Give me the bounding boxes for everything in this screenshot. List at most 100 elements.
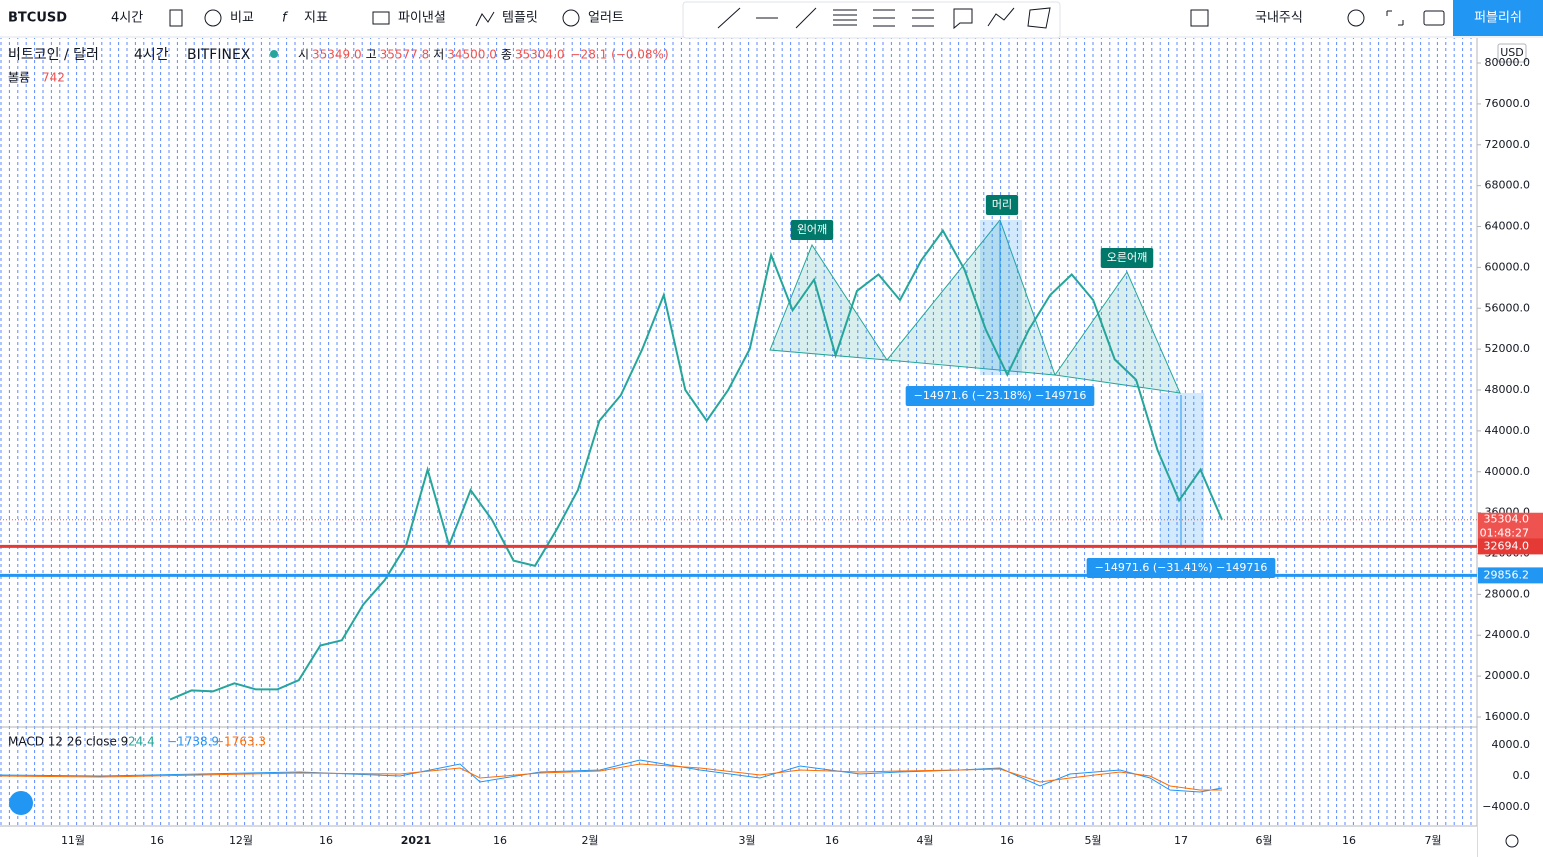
y-tick-label: 40000.0 — [1485, 465, 1531, 478]
y-tick-label: 72000.0 — [1485, 138, 1531, 151]
legend-interval: 4시간 — [134, 47, 169, 63]
change: −28.1 (−0.08%) — [571, 48, 669, 62]
pattern-drawing — [769, 218, 1204, 546]
financials-button[interactable]: 파이낸셜 — [398, 11, 446, 26]
x-tick-label: 16 — [319, 834, 333, 847]
macd-tick: −4000.0 — [1482, 800, 1530, 813]
measure-label-box — [1086, 558, 1276, 578]
y-tick-label: 80000.0 — [1485, 56, 1531, 69]
y-tick-label: 44000.0 — [1485, 424, 1531, 437]
market-button[interactable]: 국내주식 — [1255, 11, 1303, 26]
measure-label: −14971.6 (−31.41%) −149716 — [1095, 561, 1268, 574]
shape-tool[interactable] — [1027, 7, 1051, 29]
y-tick-label: 68000.0 — [1485, 179, 1531, 192]
x-tick-label: 4월 — [916, 834, 933, 847]
y-tick-label: 64000.0 — [1485, 220, 1531, 233]
macd-hist: 24.4 — [128, 735, 155, 749]
left-shoulder — [769, 243, 888, 361]
x-tick-label: 12월 — [229, 834, 253, 847]
measure-area — [1160, 393, 1204, 546]
templates-button[interactable]: 템플릿 — [502, 11, 538, 26]
macd-label: MACD 12 26 close 9 — [8, 735, 128, 749]
logo[interactable] — [9, 791, 33, 815]
x-tick-label: 3월 — [738, 834, 755, 847]
ohlc-label: 저 — [433, 48, 444, 62]
x-tick-label: 11월 — [61, 834, 85, 847]
interval-button[interactable]: 4시간 — [111, 11, 143, 26]
fib-tool[interactable] — [833, 9, 857, 26]
publish-button[interactable] — [1453, 0, 1543, 36]
y-tick-label: 16000.0 — [1485, 710, 1531, 723]
status-dot — [270, 50, 278, 58]
snapshot-icon[interactable] — [1423, 10, 1445, 26]
y-tick-label: 24000.0 — [1485, 628, 1531, 641]
x-tick-label: 16 — [493, 834, 507, 847]
pitchfork-tool[interactable] — [912, 9, 934, 27]
y-tick-label: 56000.0 — [1485, 301, 1531, 314]
currency: USD — [1500, 46, 1524, 59]
fullscreen-icon[interactable] — [1386, 10, 1404, 26]
level-label: 32694.0 — [1484, 539, 1530, 552]
x-tick-label: 6월 — [1255, 834, 1272, 847]
measure-label-box — [905, 386, 1095, 406]
templates-icon[interactable] — [475, 11, 495, 27]
volume-label: 볼륨 — [8, 71, 30, 85]
pattern-label-box — [790, 220, 834, 240]
pattern-label: 왼어깨 — [797, 222, 827, 236]
macd-tick: 4000.0 — [1492, 738, 1531, 751]
trendline-tool[interactable] — [717, 7, 741, 29]
drawing-toolbar — [682, 1, 1061, 39]
x-tick-label: 16 — [825, 834, 839, 847]
ohlc-label: 종 — [501, 48, 512, 62]
legend-exchange: BITFINEX — [187, 47, 251, 63]
alert-button[interactable]: 얼러트 — [588, 11, 624, 26]
macd-tick: 0.0 — [1513, 769, 1531, 782]
level-badge — [1478, 538, 1543, 555]
pattern-label-box — [985, 195, 1019, 215]
compare-icon[interactable] — [204, 9, 222, 27]
publish-label[interactable]: 퍼블리쉬 — [1474, 11, 1522, 26]
financials-icon[interactable] — [372, 11, 390, 25]
x-tick-label: 16 — [1342, 834, 1356, 847]
level-label: 29856.2 — [1484, 568, 1530, 581]
pattern-label: 머리 — [992, 198, 1012, 211]
compare-button[interactable]: 비교 — [230, 11, 254, 26]
ohlc-label: 고 — [366, 48, 377, 62]
axis-settings[interactable] — [1505, 834, 1519, 848]
time-axis — [0, 826, 1477, 857]
ohlc-value: 35304.0 — [515, 48, 565, 62]
currency-badge[interactable] — [1497, 43, 1527, 63]
symbol[interactable]: BTCUSD — [8, 11, 67, 26]
legend-title: 비트코인 / 달러 — [8, 47, 99, 63]
y-tick-label: 28000.0 — [1485, 587, 1531, 600]
y-tick-label: 48000.0 — [1485, 383, 1531, 396]
settings-icon[interactable] — [1347, 9, 1365, 27]
y-tick-label: 20000.0 — [1485, 669, 1531, 682]
head — [886, 218, 1056, 376]
pattern-tool[interactable] — [987, 7, 1015, 27]
signal-curve — [0, 763, 1222, 791]
price-line — [169, 228, 1223, 701]
right-shoulder — [1054, 270, 1181, 394]
channel-tool[interactable] — [795, 7, 817, 29]
y-tick-label: 76000.0 — [1485, 97, 1531, 110]
indicators-button[interactable]: 지표 — [304, 11, 328, 26]
last-price-badge — [1478, 512, 1543, 543]
x-tick-label: 16 — [1000, 834, 1014, 847]
text-tool[interactable] — [953, 8, 973, 30]
alert-icon[interactable] — [562, 9, 580, 27]
grid-pattern — [0, 38, 1477, 825]
chart-type-icon[interactable] — [169, 9, 183, 27]
layout-icon[interactable] — [1190, 9, 1209, 27]
volume-value: 742 — [42, 71, 65, 85]
ohlc-value: 35577.8 — [380, 48, 430, 62]
drawing-tools — [717, 7, 1051, 30]
last-price: 35304.0 — [1484, 513, 1530, 526]
pattern-label-box — [1100, 248, 1154, 268]
x-tick-label: 2021 — [401, 834, 432, 847]
gann-tool[interactable] — [873, 9, 895, 27]
measure-area — [980, 220, 1022, 375]
macd-signal: −1763.3 — [214, 735, 266, 749]
